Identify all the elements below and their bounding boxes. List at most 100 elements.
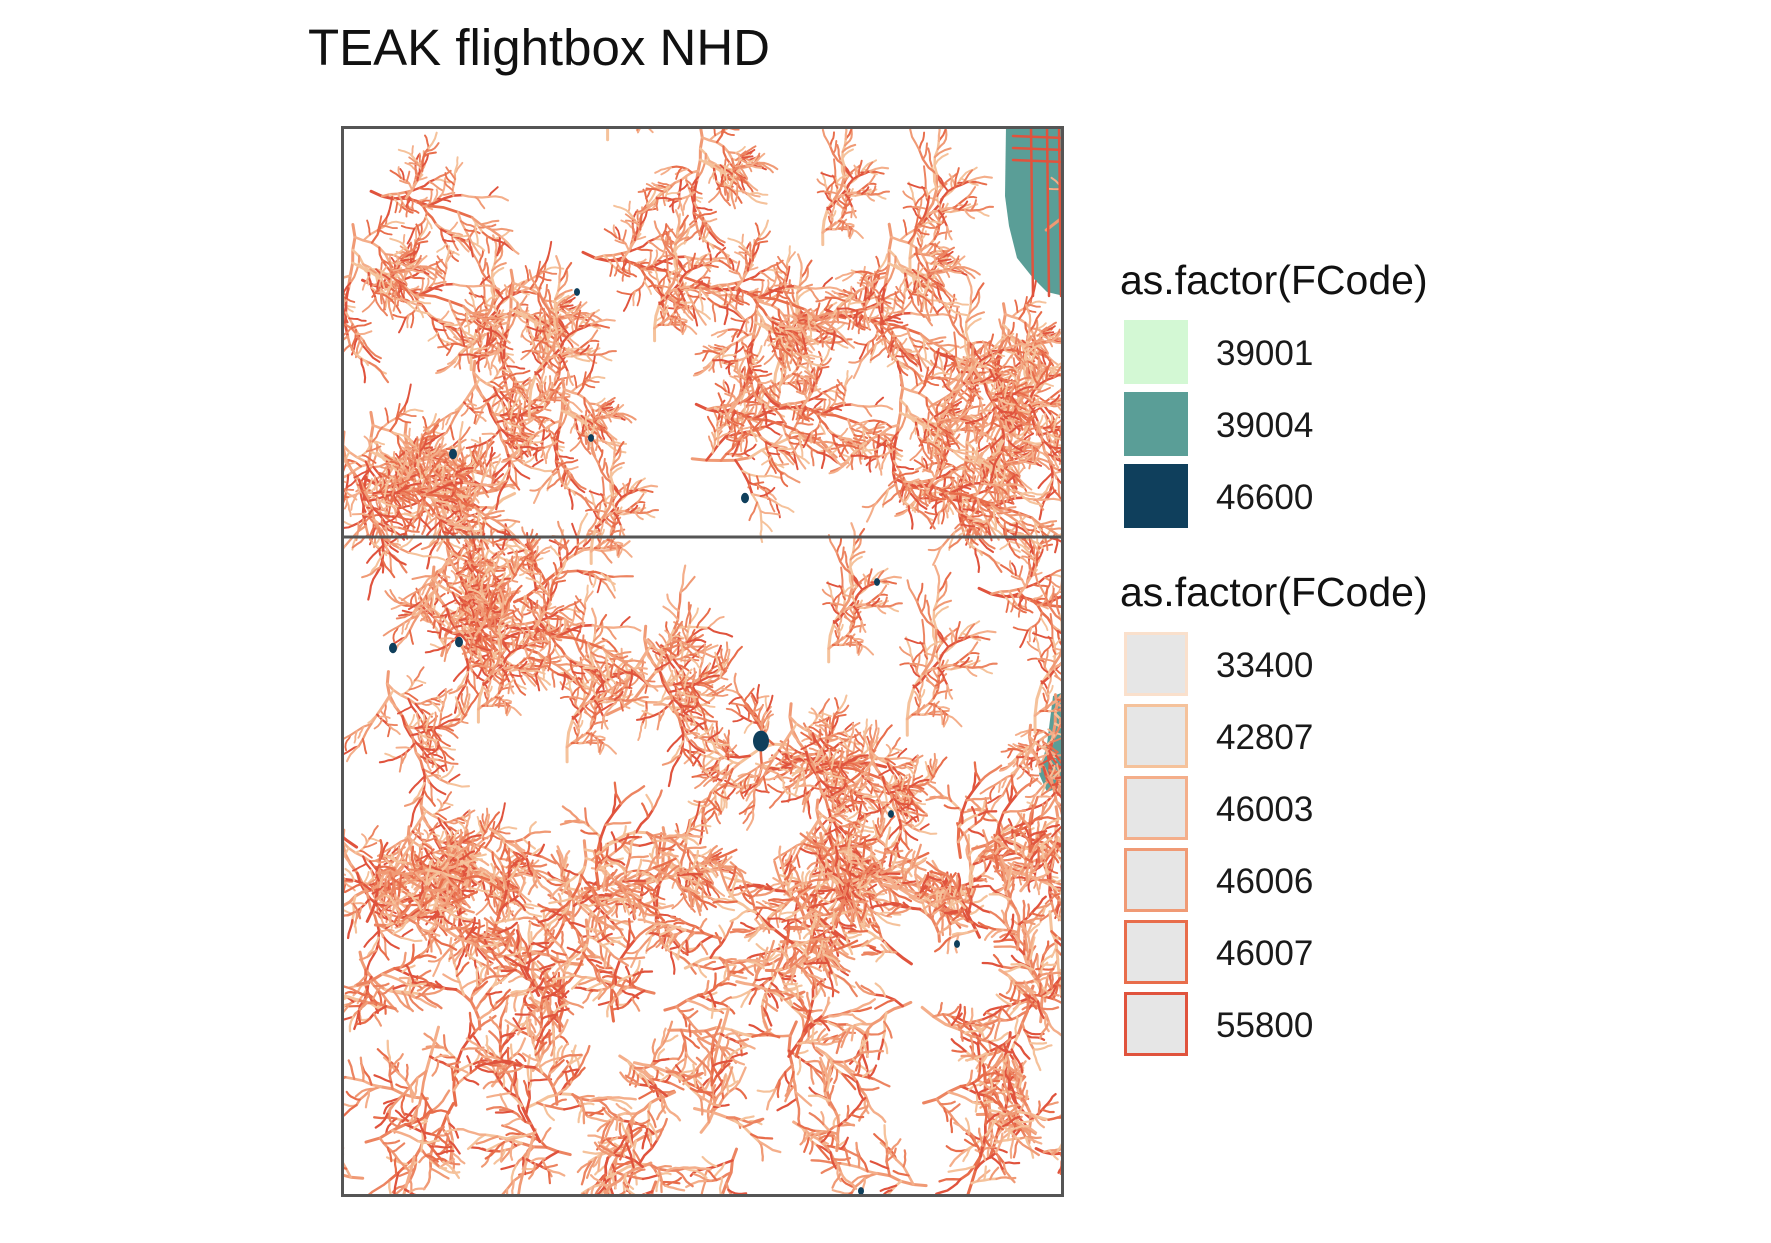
stream-segment [689, 722, 706, 733]
stream-segment [863, 723, 873, 737]
stream-segment [697, 674, 720, 684]
stream-segment [470, 543, 482, 548]
stream-segment [539, 546, 551, 554]
stream-segment [538, 270, 558, 275]
stream-segment [1014, 533, 1029, 537]
stream-segment [697, 681, 714, 689]
stream-segment [564, 315, 584, 320]
stream-segment [868, 798, 881, 812]
stream-segment [563, 332, 580, 347]
stream-segment [849, 550, 866, 561]
stream-segment [666, 593, 680, 612]
stream-segment [852, 534, 862, 554]
stream-segment [669, 674, 681, 685]
stream-segment [401, 495, 405, 508]
stream-segment [747, 473, 751, 489]
stream-segment [529, 570, 541, 575]
stream-segment [726, 648, 731, 667]
stream-segment [713, 410, 719, 427]
stream-segment [480, 294, 488, 310]
stream-segment [463, 539, 470, 550]
stream-segment [562, 296, 576, 305]
stream-segment [760, 486, 772, 493]
stream-segment [684, 715, 691, 730]
stream-segment [832, 713, 847, 720]
stream-segment [662, 647, 677, 657]
stream-segment [474, 403, 487, 426]
stream-segment [396, 192, 409, 209]
stream-segment [421, 515, 429, 536]
stream-segment [713, 768, 732, 776]
stream-segment [826, 580, 834, 599]
stream-segment [683, 701, 700, 715]
stream-segment [838, 742, 854, 754]
stream-segment [507, 301, 519, 331]
stream-segment [680, 726, 709, 743]
stream-segment [465, 573, 472, 586]
stream-segment [764, 425, 781, 436]
stream-segment [679, 564, 687, 594]
stream-segment [493, 332, 507, 345]
stream-segment [681, 747, 695, 766]
stream-segment [529, 262, 547, 290]
stream-segment [665, 653, 681, 678]
stream-segment [510, 555, 516, 569]
stream-segment [759, 510, 781, 516]
stream-segment [673, 625, 710, 630]
stream-segment [678, 690, 689, 705]
stream-segment [462, 450, 478, 460]
stream-segment [485, 451, 496, 467]
stream-segment [860, 619, 867, 633]
stream-segment [837, 616, 843, 629]
stream-segment [506, 365, 526, 370]
stream-segment [458, 420, 464, 443]
stream-segment [727, 645, 743, 667]
stream-segment [751, 714, 763, 727]
stream-segment [605, 679, 629, 693]
stream-segment [871, 597, 881, 607]
stream-segment [678, 657, 694, 662]
stream-segment [661, 754, 682, 766]
stream-segment [798, 784, 816, 788]
stream-segment [549, 604, 565, 615]
stream-segment [681, 702, 693, 706]
stream-segment [504, 544, 518, 558]
stream-segment [690, 715, 699, 732]
stream-segment [677, 702, 695, 709]
stream-segment [761, 713, 774, 722]
stream-segment [458, 426, 471, 443]
stream-segment [730, 419, 734, 431]
stream-segment [878, 584, 888, 596]
stream-segment [738, 804, 755, 815]
stream-segment [745, 403, 765, 408]
stream-segment [566, 545, 577, 556]
stream-segment [713, 810, 721, 825]
stream-segment [731, 428, 741, 450]
stream-segment [475, 563, 489, 568]
stream-segment [570, 314, 590, 322]
stream-segment [728, 696, 743, 705]
stream-segment [439, 575, 451, 579]
stream-segment [592, 574, 597, 588]
stream-segment [781, 776, 789, 795]
stream-segment [676, 689, 698, 699]
stream-segment [672, 634, 685, 639]
stream-segment [565, 304, 580, 315]
stream-segment [845, 803, 857, 814]
stream-segment [666, 733, 685, 753]
stream-segment [690, 657, 702, 670]
stream-segment [812, 397, 827, 401]
stream-segment [730, 702, 748, 708]
stream-segment [469, 485, 473, 498]
stream-segment [469, 291, 476, 309]
stream-segment [791, 768, 803, 777]
stream-segment [407, 601, 424, 611]
stream-segment [526, 542, 534, 556]
stream-segment [740, 414, 745, 437]
stream-segment [687, 689, 694, 707]
map-canvas[interactable] [341, 126, 1064, 1197]
stream-segment [717, 430, 735, 440]
map-panel[interactable] [341, 126, 1064, 1197]
stream-segment [696, 607, 711, 629]
stream-segment [431, 556, 451, 584]
